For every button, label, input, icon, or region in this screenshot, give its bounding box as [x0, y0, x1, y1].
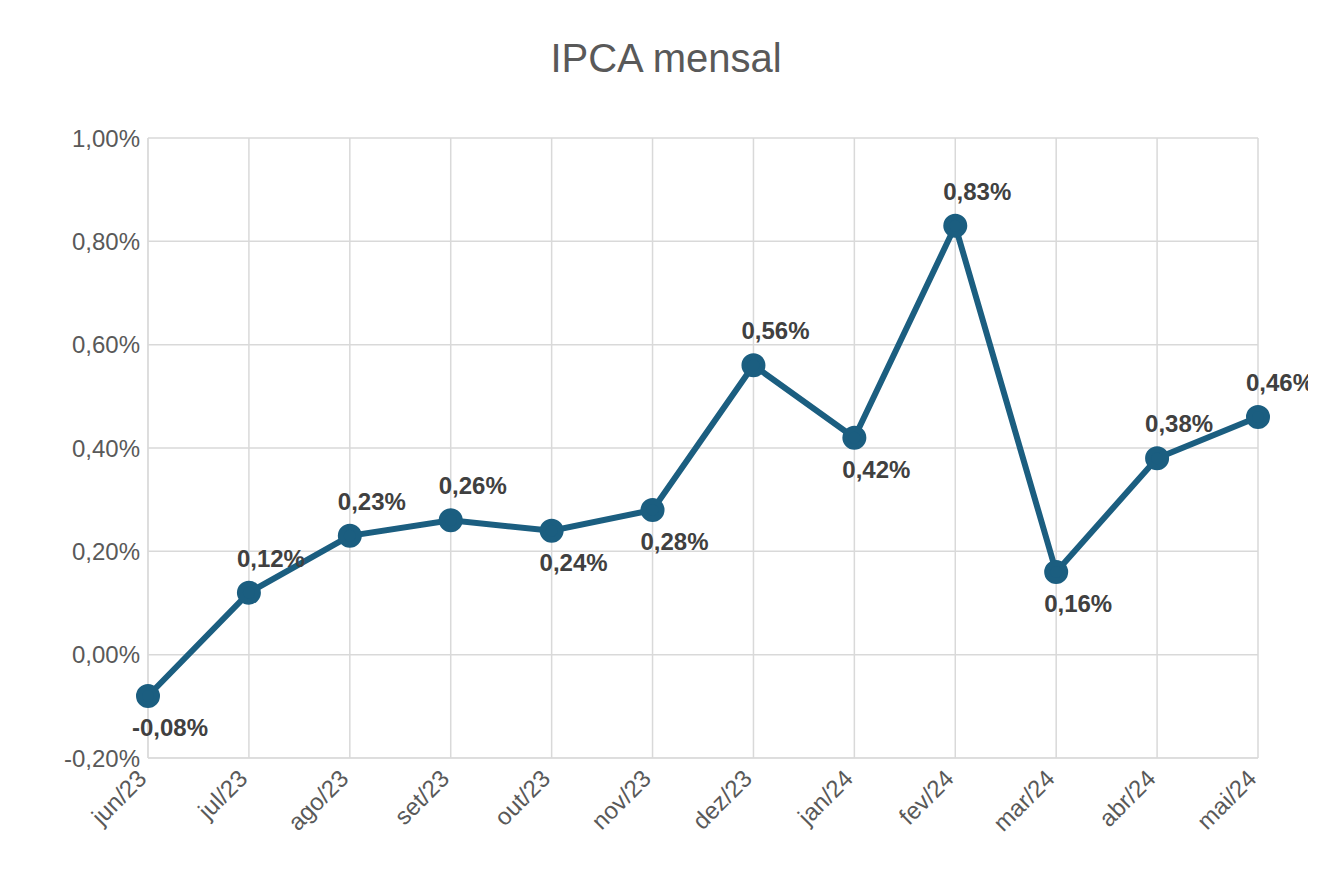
svg-text:0,20%: 0,20% [72, 538, 140, 565]
svg-text:0,28%: 0,28% [641, 528, 709, 555]
svg-text:0,56%: 0,56% [741, 317, 809, 344]
svg-text:jul/23: jul/23 [192, 764, 252, 824]
svg-text:jan/24: jan/24 [792, 764, 858, 830]
svg-text:0,23%: 0,23% [338, 488, 406, 515]
svg-text:mai/24: mai/24 [1191, 764, 1261, 834]
svg-text:0,80%: 0,80% [72, 228, 140, 255]
svg-text:jun/23: jun/23 [85, 764, 151, 830]
svg-text:nov/23: nov/23 [586, 764, 656, 834]
svg-text:dez/23: dez/23 [687, 764, 757, 834]
svg-text:0,26%: 0,26% [439, 472, 507, 499]
svg-text:abr/24: abr/24 [1093, 764, 1160, 831]
svg-text:0,46%: 0,46% [1246, 369, 1308, 396]
svg-text:0,00%: 0,00% [72, 641, 140, 668]
svg-text:0,83%: 0,83% [943, 178, 1011, 205]
svg-text:0,60%: 0,60% [72, 331, 140, 358]
svg-text:mar/24: mar/24 [988, 764, 1060, 836]
svg-text:0,40%: 0,40% [72, 435, 140, 462]
svg-text:0,38%: 0,38% [1145, 410, 1213, 437]
svg-text:fev/24: fev/24 [893, 764, 958, 829]
svg-text:0,12%: 0,12% [237, 545, 305, 572]
svg-text:0,42%: 0,42% [842, 456, 910, 483]
svg-text:0,16%: 0,16% [1044, 590, 1112, 617]
svg-text:0,24%: 0,24% [540, 549, 608, 576]
svg-text:-0,20%: -0,20% [64, 745, 140, 772]
html-text:IPCA mensal: IPCA mensal [550, 36, 782, 80]
svg-text:ago/23: ago/23 [282, 764, 353, 835]
svg-text:set/23: set/23 [389, 764, 454, 829]
svg-text:-0,08%: -0,08% [132, 714, 208, 741]
svg-text:out/23: out/23 [489, 764, 555, 830]
svg-text:1,00%: 1,00% [72, 125, 140, 152]
